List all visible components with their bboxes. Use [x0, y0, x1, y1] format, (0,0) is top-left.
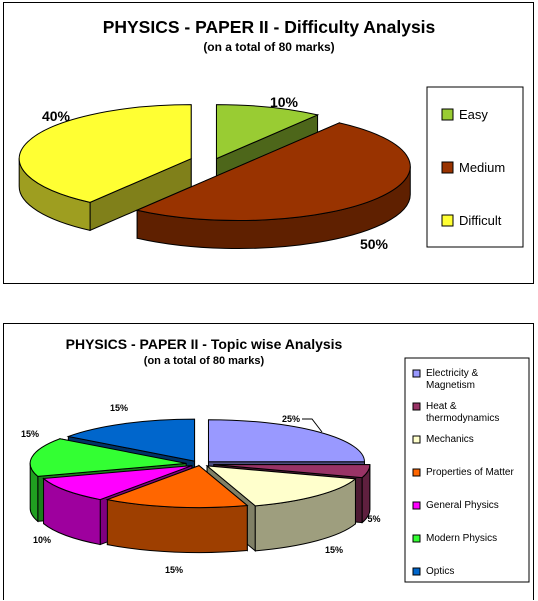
topic-slice-properties-of-matter [105, 465, 249, 509]
topic-value-labels: 25% 5% 15% 15% 10% 15% 15% [21, 403, 381, 575]
topic-chart-panel: PHYSICS - PAPER II - Topic wise Analysis… [3, 323, 534, 600]
difficulty-pie [18, 104, 411, 250]
topic-legend-swatch-properties-of-matter [412, 468, 421, 477]
topic-legend-swatch-modern-physics [412, 534, 421, 543]
topic-legend-swatch-general-physics [412, 501, 421, 510]
difficulty-legend-label-difficult: Difficult [459, 213, 502, 228]
topic-legend-swatch-mechanics [412, 435, 421, 444]
topic-legend: Electricity & Magnetism Heat & thermodynami… [412, 368, 514, 577]
topic-pie-chart: PHYSICS - PAPER II - Topic wise Analysis… [21, 336, 530, 583]
topic-slice-heat-thermodynamics [213, 464, 371, 479]
topic-legend-label-modern-physics: Modern Physics [426, 533, 497, 544]
difficulty-slice-medium [135, 122, 411, 222]
topic-legend-swatch-electricity-magnetism [412, 369, 421, 378]
difficulty-value-labels: 10% 50% 40% [42, 94, 389, 252]
topic-slice-modern-physics [29, 438, 187, 477]
difficulty-legend-label-medium: Medium [459, 160, 505, 175]
difficulty-value-label-difficult: 40% [42, 108, 71, 124]
difficulty-chart-title: PHYSICS - PAPER II - Difficulty Analysis [103, 17, 436, 37]
topic-legend-swatch-heat-thermodynamics [412, 402, 421, 411]
topic-slice-electricity-magnetism [207, 419, 365, 463]
topic-legend-label-mechanics: Mechanics [426, 434, 474, 445]
topic-value-label-mechanics: 15% [325, 545, 343, 555]
topic-pie [29, 418, 371, 554]
topic-chart-title: PHYSICS - PAPER II - Topic wise Analysis [66, 336, 343, 352]
topic-legend-swatch-optics [412, 567, 421, 576]
difficulty-legend-swatch-difficult [441, 214, 454, 227]
difficulty-chart-subtitle: (on a total of 80 marks) [203, 40, 334, 54]
difficulty-legend-swatch-medium [441, 161, 454, 174]
difficulty-pie-chart: PHYSICS - PAPER II - Difficulty Analysis… [18, 17, 524, 252]
topic-slice-general-physics [42, 465, 193, 501]
topic-slice-optics [66, 418, 196, 462]
topic-legend-label-heat-thermodynamics: Heat & thermodynamics [426, 401, 499, 424]
topic-legend-label-general-physics: General Physics [426, 500, 499, 511]
topic-value-label-electricity-magnetism: 25% [282, 414, 300, 424]
topic-value-label-heat-thermodynamics: 5% [367, 514, 380, 524]
topic-slice-mechanics [205, 465, 357, 507]
difficulty-slice-difficult [18, 104, 192, 203]
difficulty-legend-label-easy: Easy [459, 107, 488, 122]
topic-legend-box [404, 357, 530, 583]
topic-value-label-modern-physics: 15% [21, 429, 39, 439]
difficulty-legend-swatch-easy [441, 108, 454, 121]
difficulty-value-label-medium: 50% [360, 236, 389, 252]
topic-legend-label-properties-of-matter: Properties of Matter [426, 467, 514, 478]
topic-value-label-optics: 15% [110, 403, 128, 413]
topic-leader-line-electricity-magnetism [302, 418, 323, 433]
difficulty-chart-panel: PHYSICS - PAPER II - Difficulty Analysis… [3, 2, 534, 284]
topic-legend-label-electricity-magnetism: Electricity & Magnetism [426, 368, 479, 391]
difficulty-slice-easy [215, 104, 320, 160]
topic-chart-subtitle: (on a total of 80 marks) [144, 355, 265, 367]
topic-value-label-general-physics: 10% [33, 535, 51, 545]
difficulty-value-label-easy: 10% [270, 94, 299, 110]
topic-value-label-properties-of-matter: 15% [165, 565, 183, 575]
topic-legend-label-optics: Optics [426, 566, 454, 577]
difficulty-legend: Easy Medium Difficult [441, 107, 505, 228]
